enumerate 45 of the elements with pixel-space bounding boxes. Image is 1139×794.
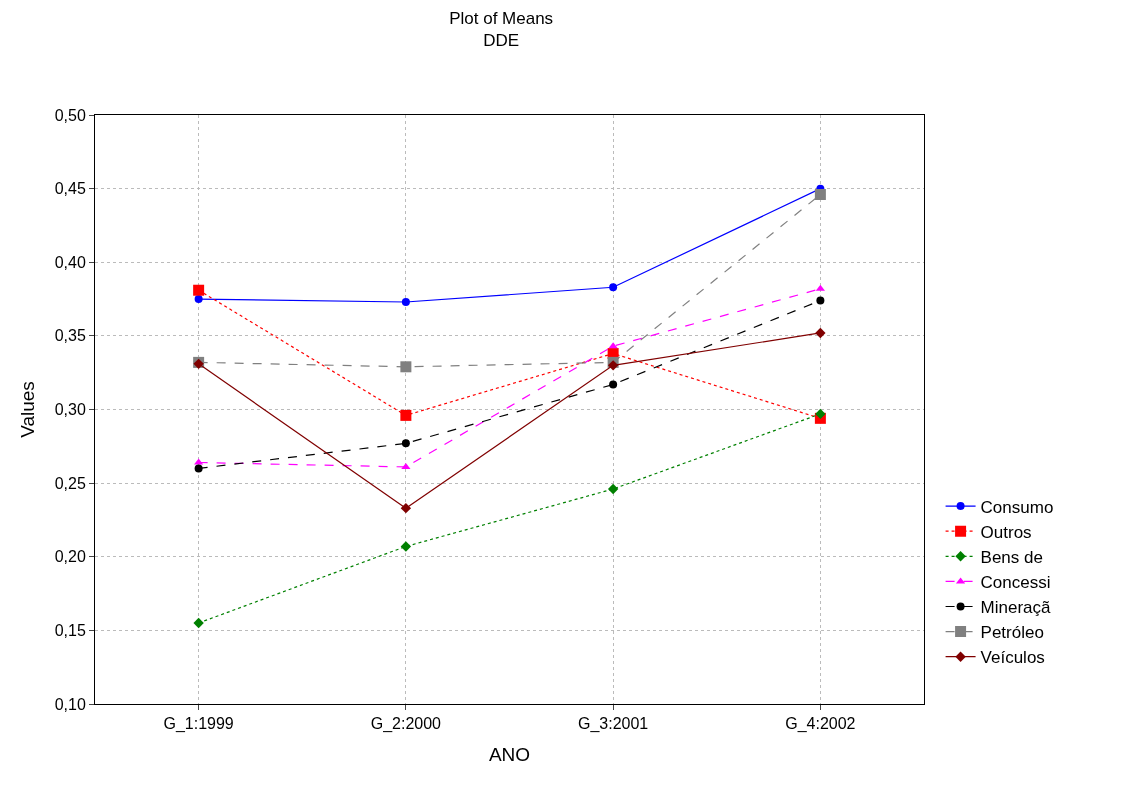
point: [401, 298, 410, 307]
point: [400, 502, 412, 514]
y-tick-label: 0,25: [54, 474, 86, 492]
point: [816, 296, 825, 305]
point: [194, 464, 203, 473]
x-tick-label: G_4:2002: [785, 715, 856, 734]
legend-label: Veículos: [980, 648, 1045, 668]
point: [194, 458, 204, 465]
y-axis-title: Values: [16, 381, 38, 438]
point: [609, 283, 618, 292]
y-tick-label: 0,30: [54, 401, 86, 419]
point: [400, 541, 412, 552]
x-tick-label: G_3:2001: [577, 715, 649, 734]
point: [400, 409, 412, 421]
legend-label: Petróleo: [980, 623, 1044, 643]
point: [194, 295, 203, 304]
legend-label: Concessi: [980, 573, 1051, 593]
point: [401, 462, 411, 469]
point: [607, 483, 619, 495]
point: [193, 617, 204, 629]
point: [401, 439, 410, 448]
point: [814, 189, 826, 201]
y-tick-label: 0,45: [54, 180, 86, 198]
chart-subtitle: DDE: [483, 30, 520, 50]
point: [193, 284, 205, 296]
y-tick-label: 0,15: [54, 621, 86, 639]
point: [400, 361, 412, 373]
point: [609, 380, 618, 389]
y-tick-label: 0,20: [54, 548, 86, 566]
x-tick-label: G_2:2000: [370, 715, 442, 734]
legend-label: Outros: [980, 522, 1032, 542]
y-tick-label: 0,40: [54, 253, 86, 271]
x-axis-title: ANO: [488, 744, 531, 765]
point: [815, 327, 826, 339]
point: [815, 284, 825, 291]
y-tick-label: 0,10: [54, 695, 86, 713]
point: [607, 360, 619, 371]
y-tick-label: 0,50: [54, 106, 86, 124]
chart-title: Plot of Means: [449, 8, 554, 28]
point: [815, 408, 826, 420]
legend-label: Bens de: [980, 547, 1043, 567]
x-tick-label: G_1:1999: [163, 715, 234, 734]
legend-label: Mineraçã: [980, 598, 1052, 618]
y-tick-label: 0,35: [54, 327, 86, 345]
legend-label: Consumo: [980, 497, 1054, 517]
